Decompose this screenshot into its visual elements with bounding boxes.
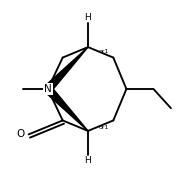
Polygon shape bbox=[45, 47, 88, 92]
Text: or1: or1 bbox=[99, 49, 109, 54]
Text: or1: or1 bbox=[99, 125, 109, 130]
Text: N: N bbox=[44, 84, 52, 94]
Polygon shape bbox=[45, 86, 88, 131]
Text: H: H bbox=[85, 156, 91, 165]
Text: H: H bbox=[85, 13, 91, 22]
Text: O: O bbox=[16, 129, 24, 139]
